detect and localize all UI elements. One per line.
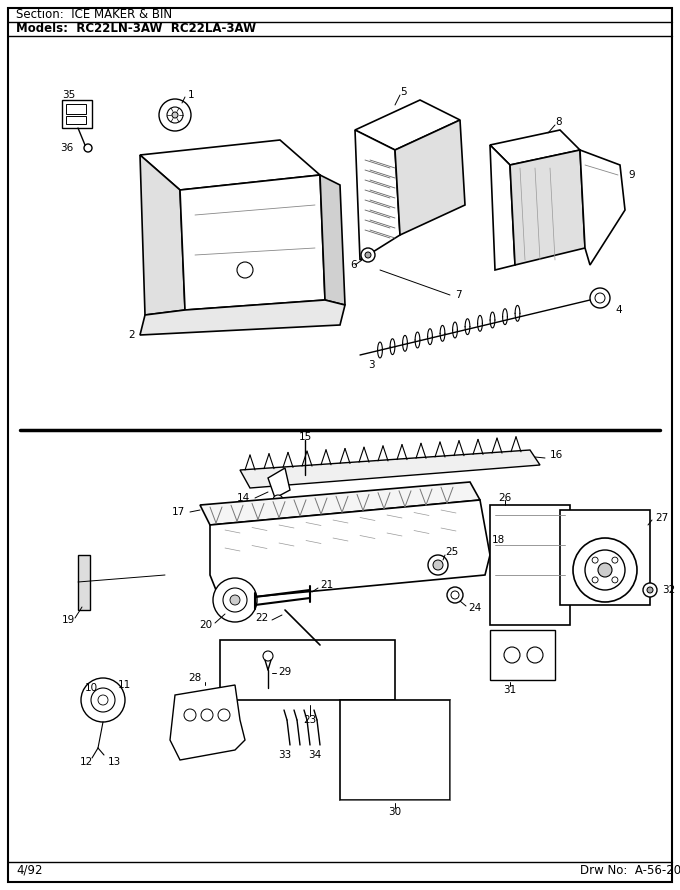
- Circle shape: [592, 577, 598, 583]
- Polygon shape: [268, 468, 290, 498]
- Text: 20: 20: [199, 620, 212, 630]
- Text: 8: 8: [555, 117, 562, 127]
- Text: 5: 5: [400, 87, 407, 97]
- Circle shape: [590, 288, 610, 308]
- Bar: [66, 116, 86, 124]
- Text: 12: 12: [80, 757, 93, 767]
- Text: 27: 27: [655, 513, 668, 523]
- Text: 14: 14: [237, 493, 250, 503]
- Circle shape: [81, 678, 125, 722]
- Text: 7: 7: [455, 290, 462, 300]
- Circle shape: [223, 588, 247, 612]
- Polygon shape: [490, 130, 580, 165]
- Text: 13: 13: [108, 757, 121, 767]
- Text: 30: 30: [388, 807, 402, 817]
- Text: 29: 29: [278, 667, 291, 677]
- Text: 1: 1: [188, 90, 194, 100]
- Text: 19: 19: [62, 615, 75, 625]
- Text: 31: 31: [503, 685, 517, 695]
- Circle shape: [527, 647, 543, 663]
- Bar: [490, 505, 570, 625]
- Circle shape: [612, 557, 618, 563]
- Circle shape: [263, 651, 273, 661]
- Text: 21: 21: [320, 580, 333, 590]
- Circle shape: [273, 495, 283, 505]
- Circle shape: [647, 587, 653, 593]
- Bar: [78, 555, 90, 610]
- Circle shape: [612, 577, 618, 583]
- Text: 4: 4: [615, 305, 622, 315]
- Polygon shape: [355, 100, 460, 150]
- Bar: [490, 630, 555, 680]
- Text: 25: 25: [445, 547, 458, 557]
- Circle shape: [643, 583, 657, 597]
- Polygon shape: [355, 130, 400, 260]
- Polygon shape: [180, 175, 325, 310]
- Circle shape: [91, 688, 115, 712]
- Circle shape: [230, 595, 240, 605]
- Text: 17: 17: [172, 507, 185, 517]
- Polygon shape: [510, 150, 585, 265]
- Text: 15: 15: [299, 432, 311, 442]
- Polygon shape: [200, 482, 480, 525]
- Text: 34: 34: [308, 750, 322, 760]
- Polygon shape: [140, 300, 345, 335]
- Circle shape: [84, 144, 92, 152]
- Text: 16: 16: [550, 450, 563, 460]
- Circle shape: [592, 557, 598, 563]
- Circle shape: [361, 248, 375, 262]
- Text: 9: 9: [628, 170, 634, 180]
- Text: 28: 28: [188, 673, 202, 683]
- Bar: [220, 640, 395, 700]
- Text: 32: 32: [662, 585, 675, 595]
- Polygon shape: [240, 450, 540, 488]
- Circle shape: [451, 591, 459, 599]
- Text: 26: 26: [498, 493, 511, 503]
- Circle shape: [428, 555, 448, 575]
- Text: 22: 22: [255, 613, 268, 623]
- Text: 23: 23: [303, 715, 317, 725]
- Text: 6: 6: [350, 260, 356, 270]
- Text: 10: 10: [85, 683, 98, 693]
- Circle shape: [598, 563, 612, 577]
- Polygon shape: [580, 150, 625, 265]
- Circle shape: [98, 695, 108, 705]
- Bar: [340, 700, 450, 800]
- Polygon shape: [210, 500, 490, 600]
- Text: 4/92: 4/92: [16, 863, 42, 877]
- Text: 18: 18: [492, 535, 505, 545]
- Circle shape: [433, 560, 443, 570]
- Text: 36: 36: [60, 143, 73, 153]
- Circle shape: [167, 107, 183, 123]
- Polygon shape: [140, 140, 320, 190]
- Circle shape: [172, 112, 178, 118]
- Polygon shape: [140, 155, 185, 315]
- Circle shape: [573, 538, 637, 602]
- Text: Drw No:  A-56-20: Drw No: A-56-20: [580, 863, 680, 877]
- Text: Models:  RC22LN-3AW  RC22LA-3AW: Models: RC22LN-3AW RC22LA-3AW: [16, 22, 256, 36]
- Text: 11: 11: [118, 680, 131, 690]
- Circle shape: [213, 578, 257, 622]
- Circle shape: [595, 293, 605, 303]
- Text: 33: 33: [278, 750, 292, 760]
- Bar: [66, 104, 86, 114]
- Bar: [560, 510, 650, 605]
- Bar: [62, 100, 92, 128]
- Circle shape: [504, 647, 520, 663]
- Polygon shape: [395, 120, 465, 235]
- Circle shape: [159, 99, 191, 131]
- Polygon shape: [170, 685, 245, 760]
- Text: 35: 35: [62, 90, 75, 100]
- Polygon shape: [320, 175, 345, 305]
- Text: 3: 3: [368, 360, 375, 370]
- Circle shape: [447, 587, 463, 603]
- Text: 2: 2: [128, 330, 135, 340]
- Text: 24: 24: [468, 603, 481, 613]
- Text: Section:  ICE MAKER & BIN: Section: ICE MAKER & BIN: [16, 9, 172, 21]
- Polygon shape: [490, 145, 515, 270]
- Circle shape: [585, 550, 625, 590]
- Circle shape: [365, 252, 371, 258]
